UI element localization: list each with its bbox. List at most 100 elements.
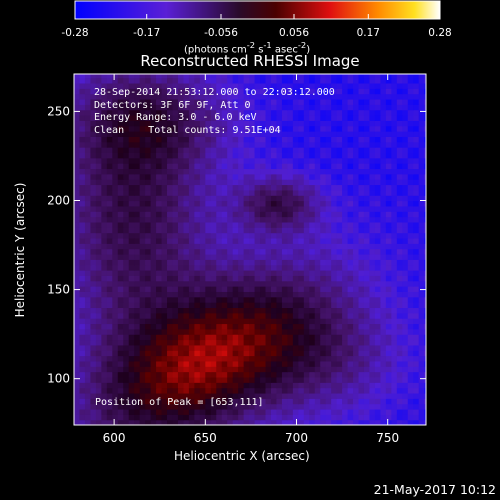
heatmap-cell xyxy=(369,419,376,425)
heatmap-cell xyxy=(199,414,206,421)
heatmap-cell xyxy=(216,344,223,351)
heatmap-cell xyxy=(270,205,278,212)
heatmap-cell xyxy=(369,114,376,121)
heatmap-cell xyxy=(128,163,135,170)
heatmap-cell xyxy=(407,216,414,223)
heatmap-cell xyxy=(402,109,409,116)
heatmap-cell xyxy=(216,371,223,378)
heatmap-cell xyxy=(380,98,387,105)
heatmap-cell xyxy=(205,232,212,239)
heatmap-cell xyxy=(123,398,130,405)
heatmap-cell xyxy=(254,131,261,137)
heatmap-cell xyxy=(374,307,381,314)
heatmap-cell xyxy=(232,403,239,410)
heatmap-cell xyxy=(407,318,414,325)
heatmap-cell xyxy=(216,189,223,196)
heatmap-cell xyxy=(369,328,376,335)
heatmap-cell xyxy=(385,168,392,175)
heatmap-cell xyxy=(145,350,152,357)
heatmap-cell xyxy=(325,269,332,276)
heatmap-cell xyxy=(391,269,398,276)
heatmap-cell xyxy=(188,232,195,239)
heatmap-cell xyxy=(353,216,360,223)
heatmap-cell xyxy=(265,195,272,202)
heatmap-cell xyxy=(139,82,146,89)
heatmap-cell xyxy=(172,366,179,373)
heatmap-cell xyxy=(216,253,223,260)
heatmap-cell xyxy=(413,243,420,250)
heatmap-cell xyxy=(117,200,124,207)
heatmap-cell xyxy=(363,93,371,100)
heatmap-cell xyxy=(325,360,332,367)
heatmap-cell xyxy=(418,382,425,389)
heatmap-cell xyxy=(265,275,272,282)
heatmap-cell xyxy=(150,307,157,314)
heatmap-cell xyxy=(260,243,267,250)
heatmap-cell xyxy=(221,398,228,405)
heatmap-cell xyxy=(117,120,124,127)
heatmap-cell xyxy=(84,109,92,116)
heatmap-cell xyxy=(374,392,381,399)
heatmap-cell xyxy=(358,387,365,394)
heatmap-cell xyxy=(298,120,305,127)
heatmap-cell xyxy=(167,264,174,271)
heatmap-cell xyxy=(188,221,195,228)
heatmap-cell xyxy=(309,88,316,95)
heatmap-cell xyxy=(238,328,245,335)
heatmap-cell xyxy=(79,168,86,175)
heatmap-cell xyxy=(385,189,392,196)
heatmap-cell xyxy=(276,141,283,148)
heatmap-cell xyxy=(243,371,250,378)
heatmap-cell xyxy=(205,398,212,405)
heatmap-cell xyxy=(79,136,86,143)
heatmap-cell xyxy=(331,344,338,351)
heatmap-cell xyxy=(418,291,425,298)
heatmap-cell xyxy=(336,157,343,164)
heatmap-cell xyxy=(210,334,217,341)
heatmap-cell xyxy=(298,195,305,202)
heatmap-cell xyxy=(270,163,278,170)
heatmap-cell xyxy=(385,398,392,405)
heatmap-cell xyxy=(265,98,272,105)
heatmap-cell xyxy=(342,205,349,212)
heatmap-cell xyxy=(336,312,343,319)
heatmap-cell xyxy=(101,291,108,298)
heatmap-cell xyxy=(407,211,414,218)
heatmap-cell xyxy=(117,227,124,234)
heatmap-cell xyxy=(145,269,152,276)
heatmap-cell xyxy=(363,253,371,260)
heatmap-cell xyxy=(210,216,217,223)
heatmap-cell xyxy=(331,360,338,367)
heatmap-cell xyxy=(369,387,376,394)
heatmap-cell xyxy=(117,269,124,276)
heatmap-cell xyxy=(424,243,426,250)
heatmap-cell xyxy=(95,392,102,399)
heatmap-cell xyxy=(369,237,376,244)
heatmap-cell xyxy=(325,291,332,298)
heatmap-cell xyxy=(101,232,108,239)
heatmap-cell xyxy=(424,109,426,116)
heatmap-cell xyxy=(194,120,201,127)
heatmap-cell xyxy=(216,408,223,415)
heatmap-cell xyxy=(128,403,135,410)
heatmap-cell xyxy=(314,408,321,415)
heatmap-cell xyxy=(95,376,102,383)
heatmap-cell xyxy=(402,179,409,186)
heatmap-cell xyxy=(183,195,190,202)
heatmap-cell xyxy=(276,136,283,143)
heatmap-cell xyxy=(134,141,141,148)
heatmap-cell xyxy=(391,74,398,79)
heatmap-cell xyxy=(128,237,135,244)
heatmap-cell xyxy=(260,136,267,143)
heatmap-cell xyxy=(123,344,130,351)
heatmap-cell xyxy=(314,302,321,309)
heatmap-cell xyxy=(117,344,124,351)
heatmap-cell xyxy=(101,419,108,425)
heatmap-cell xyxy=(243,350,250,357)
heatmap-cell xyxy=(227,392,234,399)
heatmap-cell xyxy=(101,200,108,207)
heatmap-cell xyxy=(298,237,305,244)
heatmap-cell xyxy=(292,408,299,415)
heatmap-cell xyxy=(303,318,310,325)
heatmap-cell xyxy=(205,339,212,346)
